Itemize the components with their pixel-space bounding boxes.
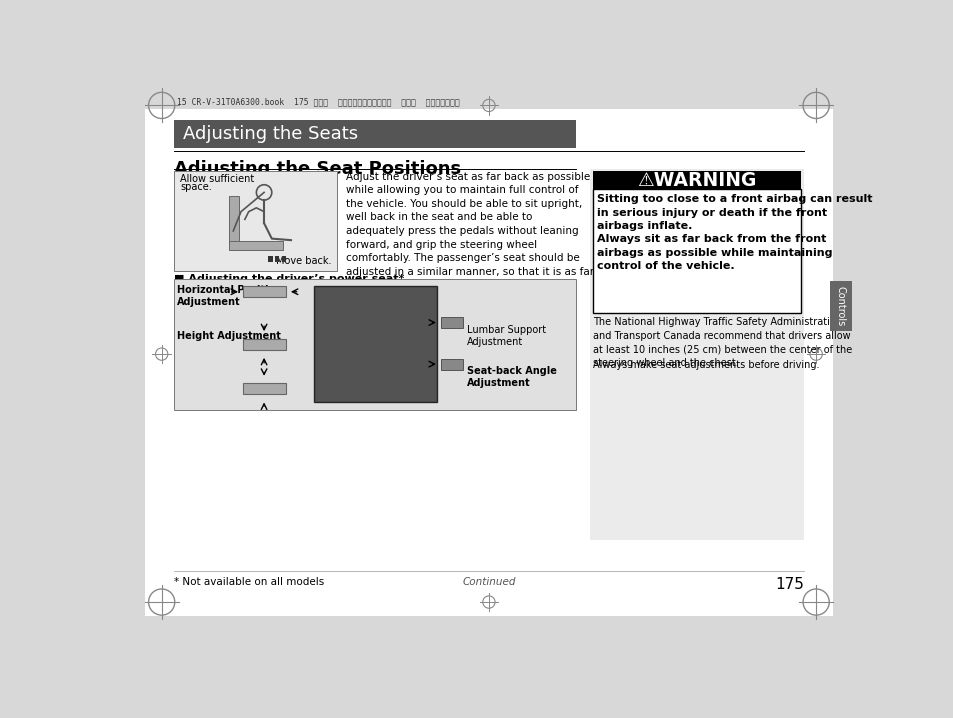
Bar — [229, 241, 283, 250]
Text: Move back.: Move back. — [276, 256, 332, 266]
Text: »Adjusting the Seats: »Adjusting the Seats — [592, 171, 686, 180]
Text: Horizontal Position
Adjustment: Horizontal Position Adjustment — [177, 285, 282, 307]
Text: The National Highway Traffic Safety Administration
and Transport Canada recommen: The National Highway Traffic Safety Admi… — [592, 317, 851, 368]
Text: Sitting too close to a front airbag can result
in serious injury or death if the: Sitting too close to a front airbag can … — [596, 194, 871, 231]
Bar — [314, 286, 436, 402]
Bar — [440, 359, 462, 370]
Text: Adjust the driver’s seat as far back as possible
while allowing you to maintain : Adjust the driver’s seat as far back as … — [346, 172, 594, 304]
Bar — [440, 317, 462, 328]
Text: Always make seat adjustments before driving.: Always make seat adjustments before driv… — [592, 360, 819, 370]
Bar — [281, 256, 286, 262]
Bar — [274, 256, 279, 262]
Bar — [243, 383, 285, 394]
Text: ⚠WARNING: ⚠WARNING — [637, 171, 756, 190]
Text: Controls: Controls — [835, 286, 845, 327]
Bar — [829, 281, 851, 331]
Bar — [229, 196, 238, 246]
Text: Height Adjustment: Height Adjustment — [177, 331, 280, 341]
Text: Allow sufficient: Allow sufficient — [180, 174, 254, 184]
Text: Lumbar Support
Adjustment: Lumbar Support Adjustment — [466, 325, 545, 348]
Bar — [268, 256, 273, 262]
Bar — [243, 339, 285, 350]
Text: Continued: Continued — [461, 577, 516, 587]
Text: ■ Adjusting the driver’s power seat*: ■ Adjusting the driver’s power seat* — [173, 274, 404, 284]
Bar — [592, 171, 800, 190]
Text: Always sit as far back from the front
airbags as possible while maintaining
cont: Always sit as far back from the front ai… — [596, 234, 831, 271]
Bar — [173, 120, 576, 148]
Bar — [173, 279, 576, 409]
Bar — [592, 190, 800, 312]
Text: Adjusting the Seats: Adjusting the Seats — [183, 125, 358, 143]
Bar — [173, 171, 336, 271]
Text: Adjusting the Seat Positions: Adjusting the Seat Positions — [173, 160, 460, 178]
Text: Seat-back Angle
Adjustment: Seat-back Angle Adjustment — [466, 365, 556, 388]
Text: space.: space. — [180, 182, 212, 192]
Text: 15 CR-V-31T0A6300.book  175 ページ  ２０１４年１２月１１日  木曜日  午後８時２０分: 15 CR-V-31T0A6300.book 175 ページ ２０１４年１２月１… — [177, 98, 459, 107]
Text: 175: 175 — [774, 577, 803, 592]
Text: * Not available on all models: * Not available on all models — [173, 577, 324, 587]
Bar — [243, 286, 285, 297]
Bar — [589, 169, 803, 541]
